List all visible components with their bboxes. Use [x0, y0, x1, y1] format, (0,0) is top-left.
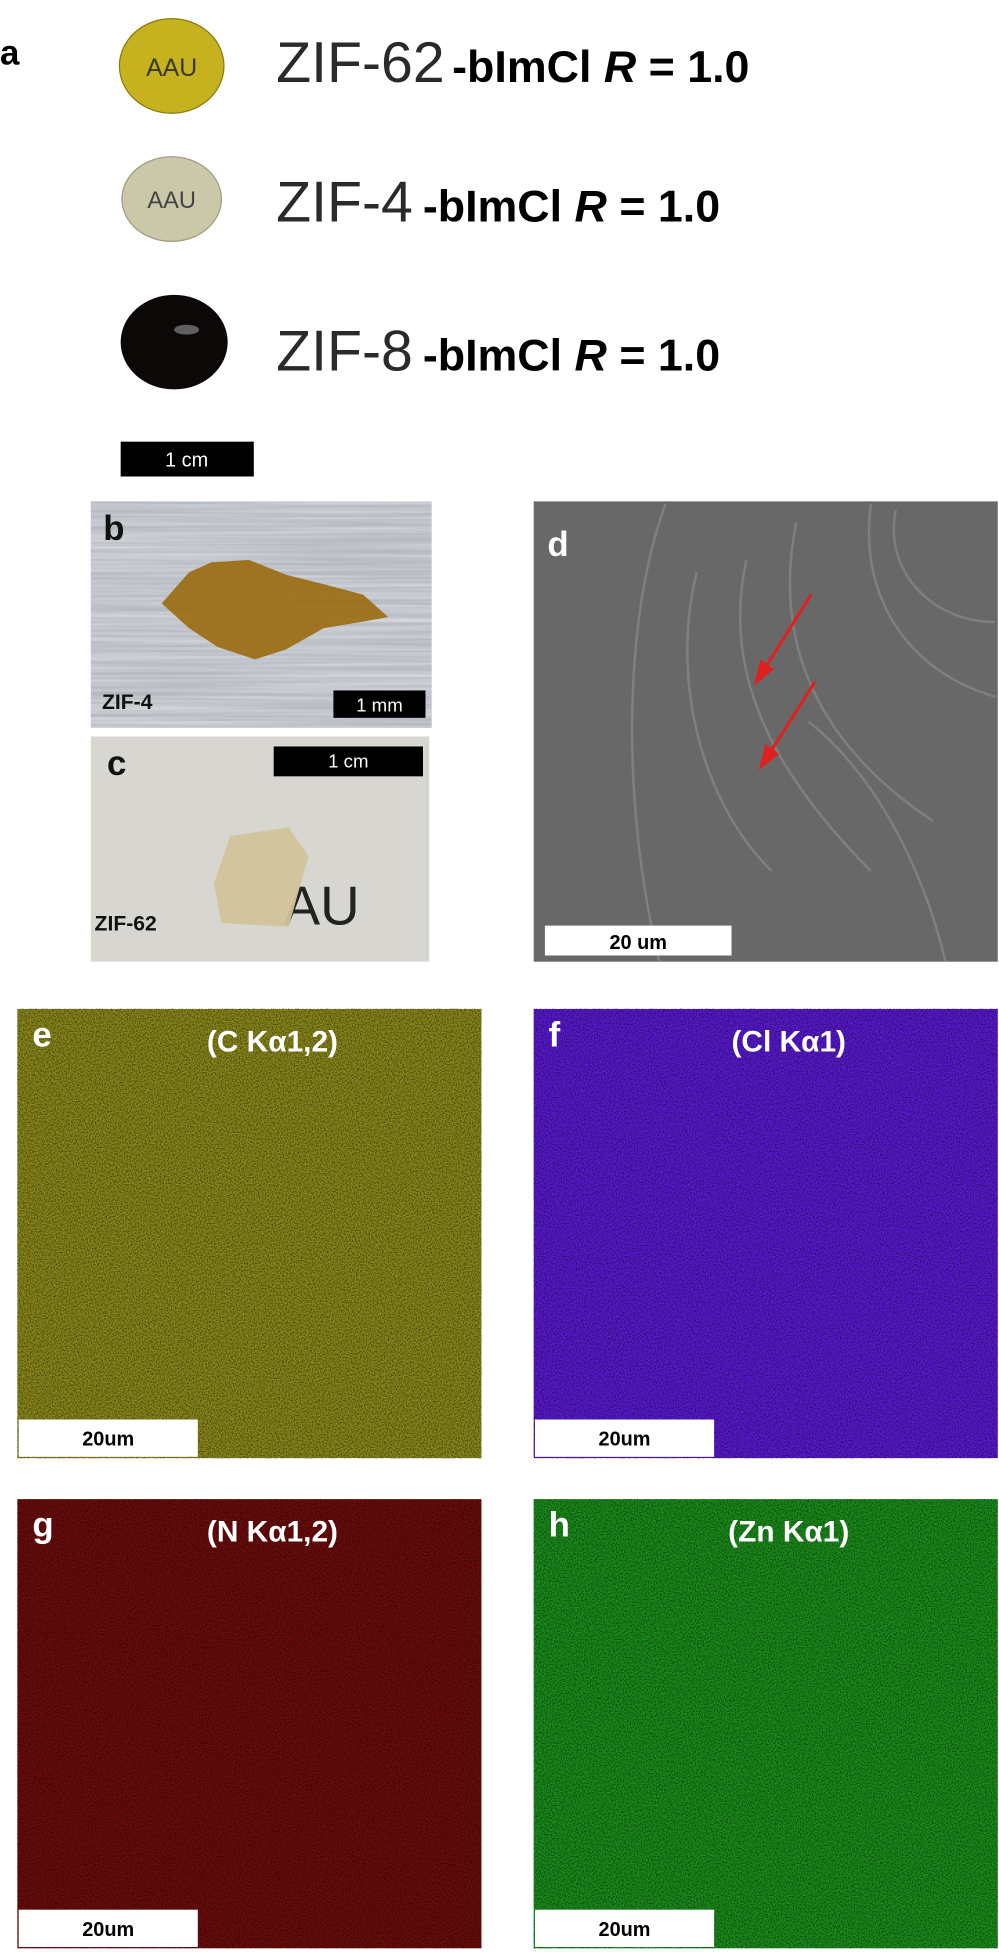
- panel-label: d: [547, 525, 568, 564]
- panel-label: c: [107, 744, 126, 783]
- suffix: -bImCl: [452, 42, 591, 92]
- pellet-highlight: [174, 324, 200, 335]
- sample-label: ZIF-8 -bImCl R = 1.0: [276, 320, 720, 384]
- panel-label: g: [32, 1505, 53, 1544]
- scale-bar: [544, 925, 732, 956]
- eds-noise: [17, 1499, 482, 1949]
- eds-noise: [17, 1008, 482, 1459]
- scale-bar: [534, 1909, 715, 1948]
- scale-bar: [120, 441, 254, 477]
- panel-label: b: [103, 509, 124, 548]
- sample-label: ZIF-4: [102, 691, 153, 714]
- pellet: [121, 156, 223, 242]
- panel-label: a: [0, 34, 20, 73]
- material: ZIF-8: [276, 320, 413, 384]
- scale-bar: [18, 1419, 198, 1457]
- panel-label: f: [549, 1015, 561, 1054]
- suffix: -bImCl: [423, 181, 562, 231]
- scale-text: 20um: [599, 1429, 651, 1451]
- scale-bar: [333, 690, 426, 718]
- arrows: [753, 593, 817, 771]
- eds-noise: [533, 1499, 998, 1949]
- eds-maps: e (C Kα1,2) 20um f (Cl Kα1) 20um g (N Kα1,2) 20u…: [17, 1008, 998, 1949]
- element-label: (N Kα1,2): [207, 1515, 338, 1548]
- scale-bar: [534, 1419, 715, 1457]
- symbol: R: [575, 181, 608, 231]
- scale-text: 1 cm: [328, 751, 368, 772]
- eds-noise: [533, 1008, 998, 1459]
- sem-image: [533, 501, 998, 962]
- panel-label: h: [549, 1505, 570, 1544]
- material: ZIF-62: [276, 31, 444, 95]
- scale-text: 20 um: [609, 932, 667, 954]
- sample-label: ZIF-62 -bImCl R = 1.0: [276, 31, 749, 95]
- scale-text: 1 cm: [165, 450, 208, 472]
- scale-text: 20um: [599, 1919, 651, 1941]
- material: ZIF-4: [276, 170, 413, 234]
- symbol: R: [575, 331, 608, 381]
- sample-piece: [213, 827, 309, 927]
- scale-text: 1 mm: [356, 695, 403, 716]
- scale-bar: [273, 746, 423, 777]
- ratio: = 1.0: [619, 331, 720, 381]
- sample-label: ZIF-62: [95, 913, 157, 936]
- element-label: (C Kα1,2): [207, 1025, 338, 1058]
- symbol: R: [604, 42, 637, 92]
- sem-features: [630, 503, 996, 962]
- pellet: [118, 18, 225, 114]
- scale-bar: [18, 1909, 198, 1948]
- sample-flake: [161, 559, 389, 660]
- scale-text: 20um: [82, 1919, 134, 1941]
- pellet-text: AAU: [147, 188, 196, 214]
- pellet: [120, 294, 228, 390]
- suffix: -bImCl: [423, 331, 562, 381]
- scale-text: 20um: [82, 1429, 134, 1451]
- sample-label: ZIF-4 -bImCl R = 1.0: [276, 170, 720, 234]
- panel-label: e: [32, 1015, 51, 1054]
- ratio: = 1.0: [649, 42, 750, 92]
- ratio: = 1.0: [619, 181, 720, 231]
- element-label: (Zn Kα1): [728, 1515, 849, 1548]
- pellet-text: AAU: [146, 54, 197, 82]
- element-label: (Cl Kα1): [731, 1025, 846, 1058]
